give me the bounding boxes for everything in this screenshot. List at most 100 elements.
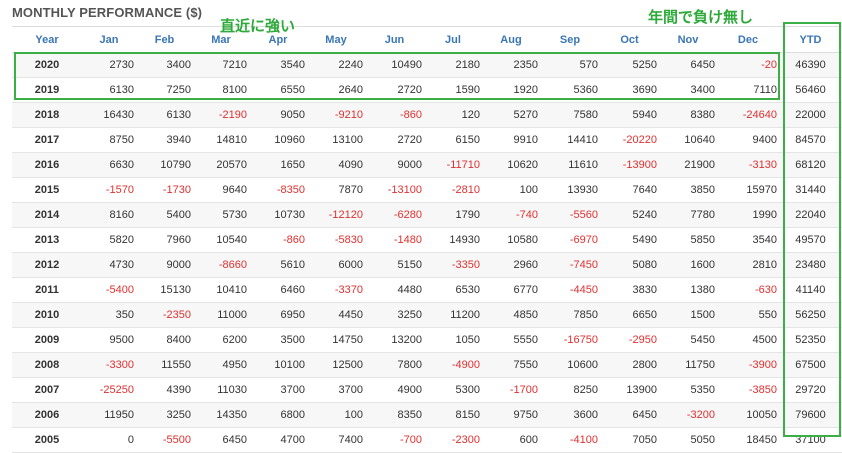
month-value-cell: 9910 (482, 127, 540, 153)
month-value-cell: -3850 (717, 377, 779, 403)
table-row: 2015 -1570 -1730 9640 -8350 7870 -13100 -2810 10… (12, 177, 842, 203)
month-value-cell: 6450 (193, 427, 249, 453)
column-header-aug: Aug (482, 28, 540, 53)
month-value-cell: 6130 (136, 102, 193, 128)
month-value-cell: 3830 (600, 277, 659, 303)
month-value-cell: 3690 (600, 77, 659, 103)
month-value-cell: -2810 (424, 177, 482, 203)
month-value-cell: -20220 (600, 127, 659, 153)
month-value-cell: 2810 (717, 252, 779, 278)
month-value-cell: 2720 (365, 127, 424, 153)
month-value-cell: 21900 (659, 152, 717, 178)
month-value-cell: -3200 (659, 402, 717, 428)
month-value-cell: 4090 (307, 152, 365, 178)
month-value-cell: 7250 (136, 77, 193, 103)
month-value-cell: 6450 (659, 52, 717, 78)
month-value-cell: -860 (365, 102, 424, 128)
month-value-cell: 9500 (82, 327, 136, 353)
month-value-cell: 1590 (424, 77, 482, 103)
year-cell: 2006 (12, 402, 82, 428)
ytd-value-cell: 52350 (779, 327, 842, 353)
month-value-cell: 12500 (307, 352, 365, 378)
month-value-cell: -3900 (717, 352, 779, 378)
column-header-oct: Oct (600, 28, 659, 53)
month-value-cell: 10960 (249, 127, 307, 153)
column-header-nov: Nov (659, 28, 717, 53)
ytd-value-cell: 29720 (779, 377, 842, 403)
month-value-cell: 3940 (136, 127, 193, 153)
month-value-cell: 1600 (659, 252, 717, 278)
month-value-cell: 3540 (249, 52, 307, 78)
month-value-cell: 4730 (82, 252, 136, 278)
month-value-cell: 9050 (249, 102, 307, 128)
month-value-cell: -5500 (136, 427, 193, 453)
month-value-cell: 5350 (659, 377, 717, 403)
month-value-cell: 10620 (482, 152, 540, 178)
table-body: 2020 2730 3400 7210 3540 2240 10490 2180 2350 570… (12, 52, 842, 453)
month-value-cell: -2300 (424, 427, 482, 453)
column-header-sep: Sep (540, 28, 600, 53)
month-value-cell: 1920 (482, 77, 540, 103)
month-value-cell: -11710 (424, 152, 482, 178)
year-cell: 2010 (12, 302, 82, 328)
month-value-cell: 100 (482, 177, 540, 203)
month-value-cell: 6650 (600, 302, 659, 328)
table-row: 2005 0 -5500 6450 4700 7400 -700 -2300 600 -4100 7… (12, 427, 842, 453)
month-value-cell: 1790 (424, 202, 482, 228)
month-value-cell: 13930 (540, 177, 600, 203)
month-value-cell: 4500 (717, 327, 779, 353)
year-cell: 2016 (12, 152, 82, 178)
month-value-cell: 1500 (659, 302, 717, 328)
month-value-cell: 5400 (136, 202, 193, 228)
column-header-dec: Dec (717, 28, 779, 53)
month-value-cell: 6550 (249, 77, 307, 103)
month-value-cell: 5250 (600, 52, 659, 78)
month-value-cell: 11550 (136, 352, 193, 378)
column-header-may: May (307, 28, 365, 53)
month-value-cell: 570 (540, 52, 600, 78)
month-value-cell: -8350 (249, 177, 307, 203)
month-value-cell: 8150 (424, 402, 482, 428)
month-value-cell: -740 (482, 202, 540, 228)
month-value-cell: -3370 (307, 277, 365, 303)
month-value-cell: 18450 (717, 427, 779, 453)
month-value-cell: 11610 (540, 152, 600, 178)
month-value-cell: 11000 (193, 302, 249, 328)
month-value-cell: 10790 (136, 152, 193, 178)
month-value-cell: 5730 (193, 202, 249, 228)
month-value-cell: 14350 (193, 402, 249, 428)
month-value-cell: 4950 (193, 352, 249, 378)
table-row: 2007 -25250 4390 11030 3700 3700 4900 5300 -1700… (12, 377, 842, 403)
month-value-cell: 15130 (136, 277, 193, 303)
month-value-cell: 3400 (659, 77, 717, 103)
ytd-value-cell: 49570 (779, 227, 842, 253)
month-value-cell: 5850 (659, 227, 717, 253)
month-value-cell: 10050 (717, 402, 779, 428)
ytd-value-cell: 56250 (779, 302, 842, 328)
month-value-cell: 5940 (600, 102, 659, 128)
column-header-feb: Feb (136, 28, 193, 53)
ytd-value-cell: 67500 (779, 352, 842, 378)
month-value-cell: 7640 (600, 177, 659, 203)
month-value-cell: -7450 (540, 252, 600, 278)
month-value-cell: 5450 (659, 327, 717, 353)
month-value-cell: -3300 (82, 352, 136, 378)
year-cell: 2017 (12, 127, 82, 153)
table-header-row: Year Jan Feb Mar Apr May Jun Jul Aug Sep Oct Nov Dec… (12, 28, 842, 53)
month-value-cell: -700 (365, 427, 424, 453)
year-cell: 2013 (12, 227, 82, 253)
month-value-cell: -24640 (717, 102, 779, 128)
month-value-cell: 16430 (82, 102, 136, 128)
month-value-cell: 7850 (540, 302, 600, 328)
month-value-cell: -4100 (540, 427, 600, 453)
month-value-cell: 5080 (600, 252, 659, 278)
month-value-cell: 8160 (82, 202, 136, 228)
month-value-cell: 3500 (249, 327, 307, 353)
month-value-cell: 10640 (659, 127, 717, 153)
month-value-cell: -4900 (424, 352, 482, 378)
table-row: 2020 2730 3400 7210 3540 2240 10490 2180 2350 570… (12, 52, 842, 78)
year-cell: 2020 (12, 52, 82, 78)
month-value-cell: -4450 (540, 277, 600, 303)
ytd-value-cell: 79600 (779, 402, 842, 428)
month-value-cell: 5820 (82, 227, 136, 253)
